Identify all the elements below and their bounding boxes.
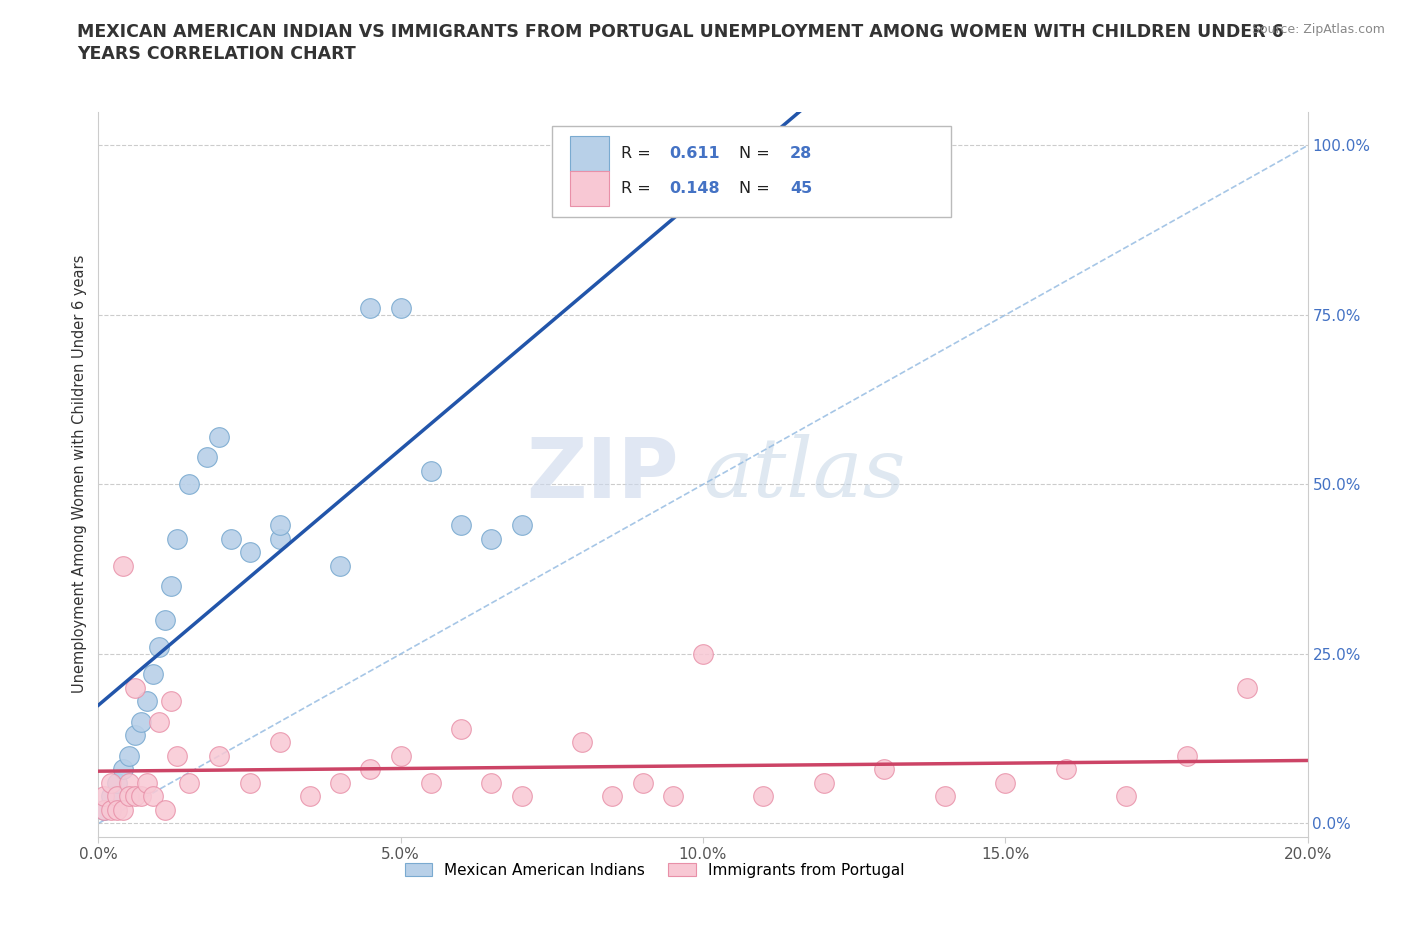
- Text: YEARS CORRELATION CHART: YEARS CORRELATION CHART: [77, 45, 356, 62]
- Point: [166, 531, 188, 546]
- Point: [510, 789, 533, 804]
- Point: [179, 776, 201, 790]
- Text: atlas: atlas: [703, 434, 905, 514]
- Point: [105, 789, 128, 804]
- Point: [93, 803, 115, 817]
- Point: [105, 803, 128, 817]
- Point: [329, 558, 352, 573]
- Point: [571, 735, 593, 750]
- Point: [450, 518, 472, 533]
- Point: [873, 762, 896, 777]
- Point: [129, 714, 152, 729]
- Text: 28: 28: [790, 146, 813, 161]
- Point: [124, 681, 146, 696]
- Point: [389, 300, 412, 315]
- Point: [1175, 749, 1198, 764]
- Text: 0.611: 0.611: [669, 146, 720, 161]
- Point: [142, 789, 165, 804]
- Point: [135, 776, 157, 790]
- Point: [111, 803, 134, 817]
- Point: [360, 300, 382, 315]
- Point: [1236, 681, 1258, 696]
- Text: Source: ZipAtlas.com: Source: ZipAtlas.com: [1251, 23, 1385, 36]
- Point: [111, 558, 134, 573]
- Point: [481, 531, 503, 546]
- Point: [100, 803, 122, 817]
- Legend: Mexican American Indians, Immigrants from Portugal: Mexican American Indians, Immigrants fro…: [399, 857, 911, 884]
- Point: [166, 749, 188, 764]
- Text: N =: N =: [740, 146, 775, 161]
- Point: [93, 789, 115, 804]
- Point: [510, 518, 533, 533]
- Point: [239, 545, 262, 560]
- Point: [148, 640, 170, 655]
- Point: [105, 776, 128, 790]
- Point: [631, 776, 654, 790]
- Text: R =: R =: [621, 146, 655, 161]
- Point: [420, 463, 443, 478]
- Text: 0.148: 0.148: [669, 181, 720, 196]
- Text: 45: 45: [790, 181, 813, 196]
- Point: [118, 749, 141, 764]
- Point: [420, 776, 443, 790]
- Text: ZIP: ZIP: [526, 433, 679, 515]
- Point: [208, 430, 231, 445]
- Point: [129, 789, 152, 804]
- Point: [602, 789, 624, 804]
- FancyBboxPatch shape: [551, 126, 950, 217]
- Point: [179, 477, 201, 492]
- Point: [1054, 762, 1077, 777]
- Point: [360, 762, 382, 777]
- Point: [571, 158, 593, 173]
- Point: [752, 789, 775, 804]
- Text: N =: N =: [740, 181, 775, 196]
- Point: [93, 803, 115, 817]
- Point: [124, 728, 146, 743]
- Point: [208, 749, 231, 764]
- Point: [934, 789, 956, 804]
- Point: [118, 789, 141, 804]
- Point: [450, 721, 472, 736]
- Point: [124, 789, 146, 804]
- Point: [100, 776, 122, 790]
- Point: [153, 613, 176, 628]
- Point: [195, 450, 218, 465]
- Point: [269, 531, 291, 546]
- Point: [299, 789, 322, 804]
- Text: R =: R =: [621, 181, 655, 196]
- Point: [142, 667, 165, 682]
- Point: [148, 714, 170, 729]
- Point: [153, 803, 176, 817]
- Point: [118, 776, 141, 790]
- Y-axis label: Unemployment Among Women with Children Under 6 years: Unemployment Among Women with Children U…: [72, 255, 87, 694]
- Point: [160, 578, 183, 593]
- Text: MEXICAN AMERICAN INDIAN VS IMMIGRANTS FROM PORTUGAL UNEMPLOYMENT AMONG WOMEN WIT: MEXICAN AMERICAN INDIAN VS IMMIGRANTS FR…: [77, 23, 1284, 41]
- Point: [239, 776, 262, 790]
- Point: [692, 646, 714, 661]
- Point: [100, 789, 122, 804]
- Point: [221, 531, 243, 546]
- FancyBboxPatch shape: [569, 171, 609, 206]
- Point: [135, 694, 157, 709]
- Point: [813, 776, 835, 790]
- Point: [661, 789, 683, 804]
- Point: [160, 694, 183, 709]
- FancyBboxPatch shape: [569, 137, 609, 171]
- Point: [329, 776, 352, 790]
- Point: [389, 749, 412, 764]
- Point: [1115, 789, 1137, 804]
- Point: [269, 518, 291, 533]
- Point: [994, 776, 1017, 790]
- Point: [269, 735, 291, 750]
- Point: [481, 776, 503, 790]
- Point: [111, 762, 134, 777]
